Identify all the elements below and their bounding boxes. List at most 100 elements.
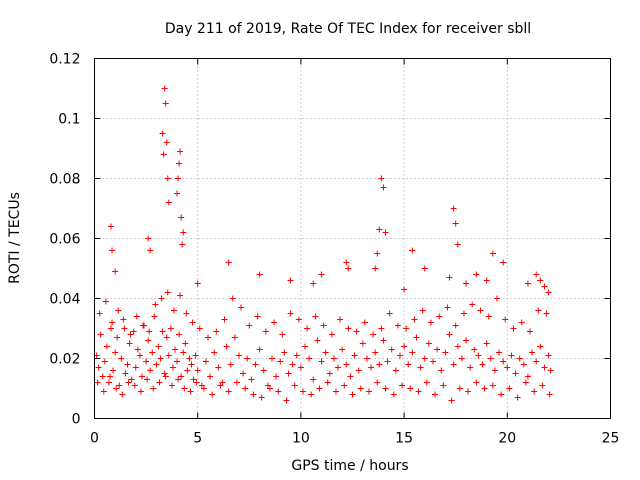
data-point — [304, 325, 311, 332]
data-point — [489, 382, 496, 389]
data-point — [510, 325, 517, 332]
y-tick-label: 0.1 — [58, 112, 80, 128]
data-point — [310, 376, 317, 383]
data-point — [302, 343, 309, 350]
data-point — [121, 325, 128, 332]
data-point — [463, 280, 470, 287]
data-point — [345, 265, 352, 272]
data-point — [543, 310, 550, 317]
data-point — [318, 271, 325, 278]
data-point — [392, 367, 399, 374]
data-point — [514, 394, 521, 401]
data-point — [108, 325, 115, 332]
data-point — [370, 331, 377, 338]
data-point — [146, 328, 153, 335]
data-point — [94, 379, 101, 386]
data-point — [535, 307, 542, 314]
data-point — [124, 361, 131, 368]
data-point — [127, 331, 134, 338]
data-point — [147, 247, 154, 254]
data-point — [498, 391, 505, 398]
data-point — [136, 352, 143, 359]
data-point — [471, 346, 478, 353]
data-point — [116, 382, 123, 389]
data-point — [432, 391, 439, 398]
data-point — [502, 316, 509, 323]
data-point — [205, 334, 212, 341]
data-point — [140, 322, 147, 329]
data-point — [266, 385, 273, 392]
data-point — [164, 289, 171, 296]
data-point — [225, 388, 232, 395]
data-point — [155, 343, 162, 350]
data-point — [180, 229, 187, 236]
data-point — [235, 352, 242, 359]
data-point — [100, 388, 107, 395]
data-point — [390, 391, 397, 398]
data-point — [310, 280, 317, 287]
data-point — [533, 271, 540, 278]
data-point — [520, 361, 527, 368]
data-point — [171, 346, 178, 353]
data-point — [258, 394, 265, 401]
data-point — [396, 352, 403, 359]
data-point — [405, 361, 412, 368]
data-point — [318, 358, 325, 365]
data-point — [159, 130, 166, 137]
data-point — [322, 349, 329, 356]
data-point — [200, 385, 207, 392]
data-point — [273, 373, 280, 380]
data-point — [126, 340, 133, 347]
data-point — [248, 376, 255, 383]
data-point — [207, 373, 214, 380]
data-point — [473, 271, 480, 278]
data-point — [456, 385, 463, 392]
x-axis-ticks: 0 5 10 15 20 25 — [90, 58, 619, 447]
data-point — [229, 295, 236, 302]
data-point — [297, 364, 304, 371]
data-point — [101, 358, 108, 365]
data-point — [145, 337, 152, 344]
data-point — [458, 355, 465, 362]
data-point — [291, 382, 298, 389]
data-point — [193, 379, 200, 386]
data-point — [512, 370, 519, 377]
data-point — [95, 364, 102, 371]
data-point — [316, 385, 323, 392]
data-point — [324, 379, 331, 386]
data-point — [465, 388, 472, 395]
data-point — [289, 361, 296, 368]
data-point — [242, 385, 249, 392]
data-point — [225, 259, 232, 266]
data-point — [143, 358, 150, 365]
data-point — [467, 364, 474, 371]
data-point — [157, 355, 164, 362]
data-point — [386, 310, 393, 317]
data-point — [103, 343, 110, 350]
data-point — [541, 364, 548, 371]
data-point — [227, 361, 234, 368]
data-point — [522, 379, 529, 386]
data-point — [178, 373, 185, 380]
data-point — [361, 319, 368, 326]
data-point — [102, 298, 109, 305]
data-point — [506, 385, 513, 392]
data-point — [115, 307, 122, 314]
data-point — [192, 352, 199, 359]
data-point — [184, 367, 191, 374]
data-point — [524, 280, 531, 287]
data-point — [450, 205, 457, 212]
y-tick-label: 0.02 — [49, 352, 80, 368]
data-point — [277, 358, 284, 365]
data-point — [152, 301, 159, 308]
data-point — [545, 352, 552, 359]
data-point — [374, 379, 381, 386]
x-axis-label: GPS time / hours — [291, 458, 408, 474]
data-point — [168, 382, 175, 389]
data-point — [269, 355, 276, 362]
data-point — [343, 259, 350, 266]
data-point — [190, 376, 197, 383]
data-point — [112, 349, 119, 356]
data-point — [415, 388, 422, 395]
data-point — [337, 316, 344, 323]
